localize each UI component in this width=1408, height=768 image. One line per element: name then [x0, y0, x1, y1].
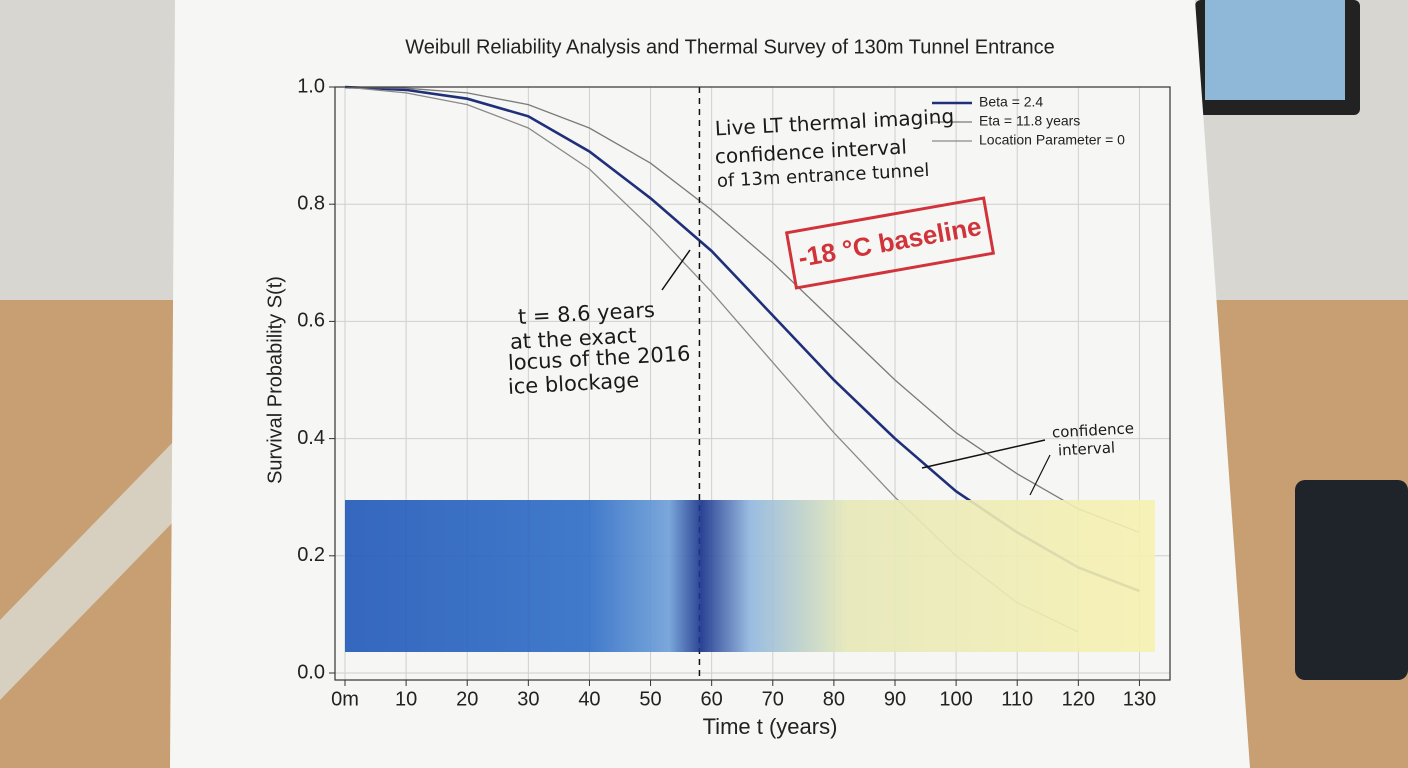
legend-label: Eta = 11.8 years [979, 113, 1080, 129]
x-tick-label: 20 [456, 688, 478, 710]
y-tick-label: 0.2 [297, 544, 325, 566]
x-tick-label: 110 [1001, 688, 1033, 710]
x-tick-label: 30 [517, 688, 539, 710]
x-tick-label: 70 [762, 688, 784, 710]
x-tick-label: 80 [823, 688, 845, 710]
y-tick-label: 0.8 [297, 192, 325, 214]
annotation: interval [1058, 439, 1116, 460]
legend-label: Beta = 2.4 [979, 94, 1043, 110]
chart-title: Weibull Reliability Analysis and Thermal… [405, 36, 1055, 58]
monitor-screen [1205, 0, 1345, 100]
x-tick-label: 100 [939, 688, 972, 710]
x-tick-label: 130 [1123, 688, 1156, 710]
annotation-arrow [1029, 454, 1051, 496]
annotation-arrow [661, 249, 691, 291]
x-tick-label: 0m [331, 688, 359, 710]
x-tick-label: 120 [1062, 688, 1095, 710]
y-tick-label: 0.4 [297, 427, 325, 449]
thermal-image [345, 500, 1155, 652]
annotation-arrow [921, 439, 1046, 469]
x-tick-label: 60 [701, 688, 723, 710]
y-tick-label: 0.0 [297, 661, 325, 683]
x-tick-label: 40 [578, 688, 600, 710]
y-tick-label: 0.6 [297, 310, 325, 332]
x-tick-label: 10 [395, 688, 417, 710]
paper [170, 0, 1250, 768]
stamp-border [784, 196, 996, 290]
x-tick-label: 90 [884, 688, 906, 710]
series-line [344, 86, 1140, 534]
ruler [0, 440, 175, 700]
x-tick-label: 50 [639, 688, 661, 710]
calculator [1295, 480, 1408, 680]
legend-label: Location Parameter = 0 [979, 132, 1125, 148]
plot-frame [334, 86, 1171, 681]
y-axis-label: Survival Probability S(t) [264, 276, 286, 484]
annotation: confidence [1052, 419, 1135, 441]
x-axis-label: Time t (years) [703, 714, 838, 739]
y-tick-label: 1.0 [297, 75, 325, 97]
